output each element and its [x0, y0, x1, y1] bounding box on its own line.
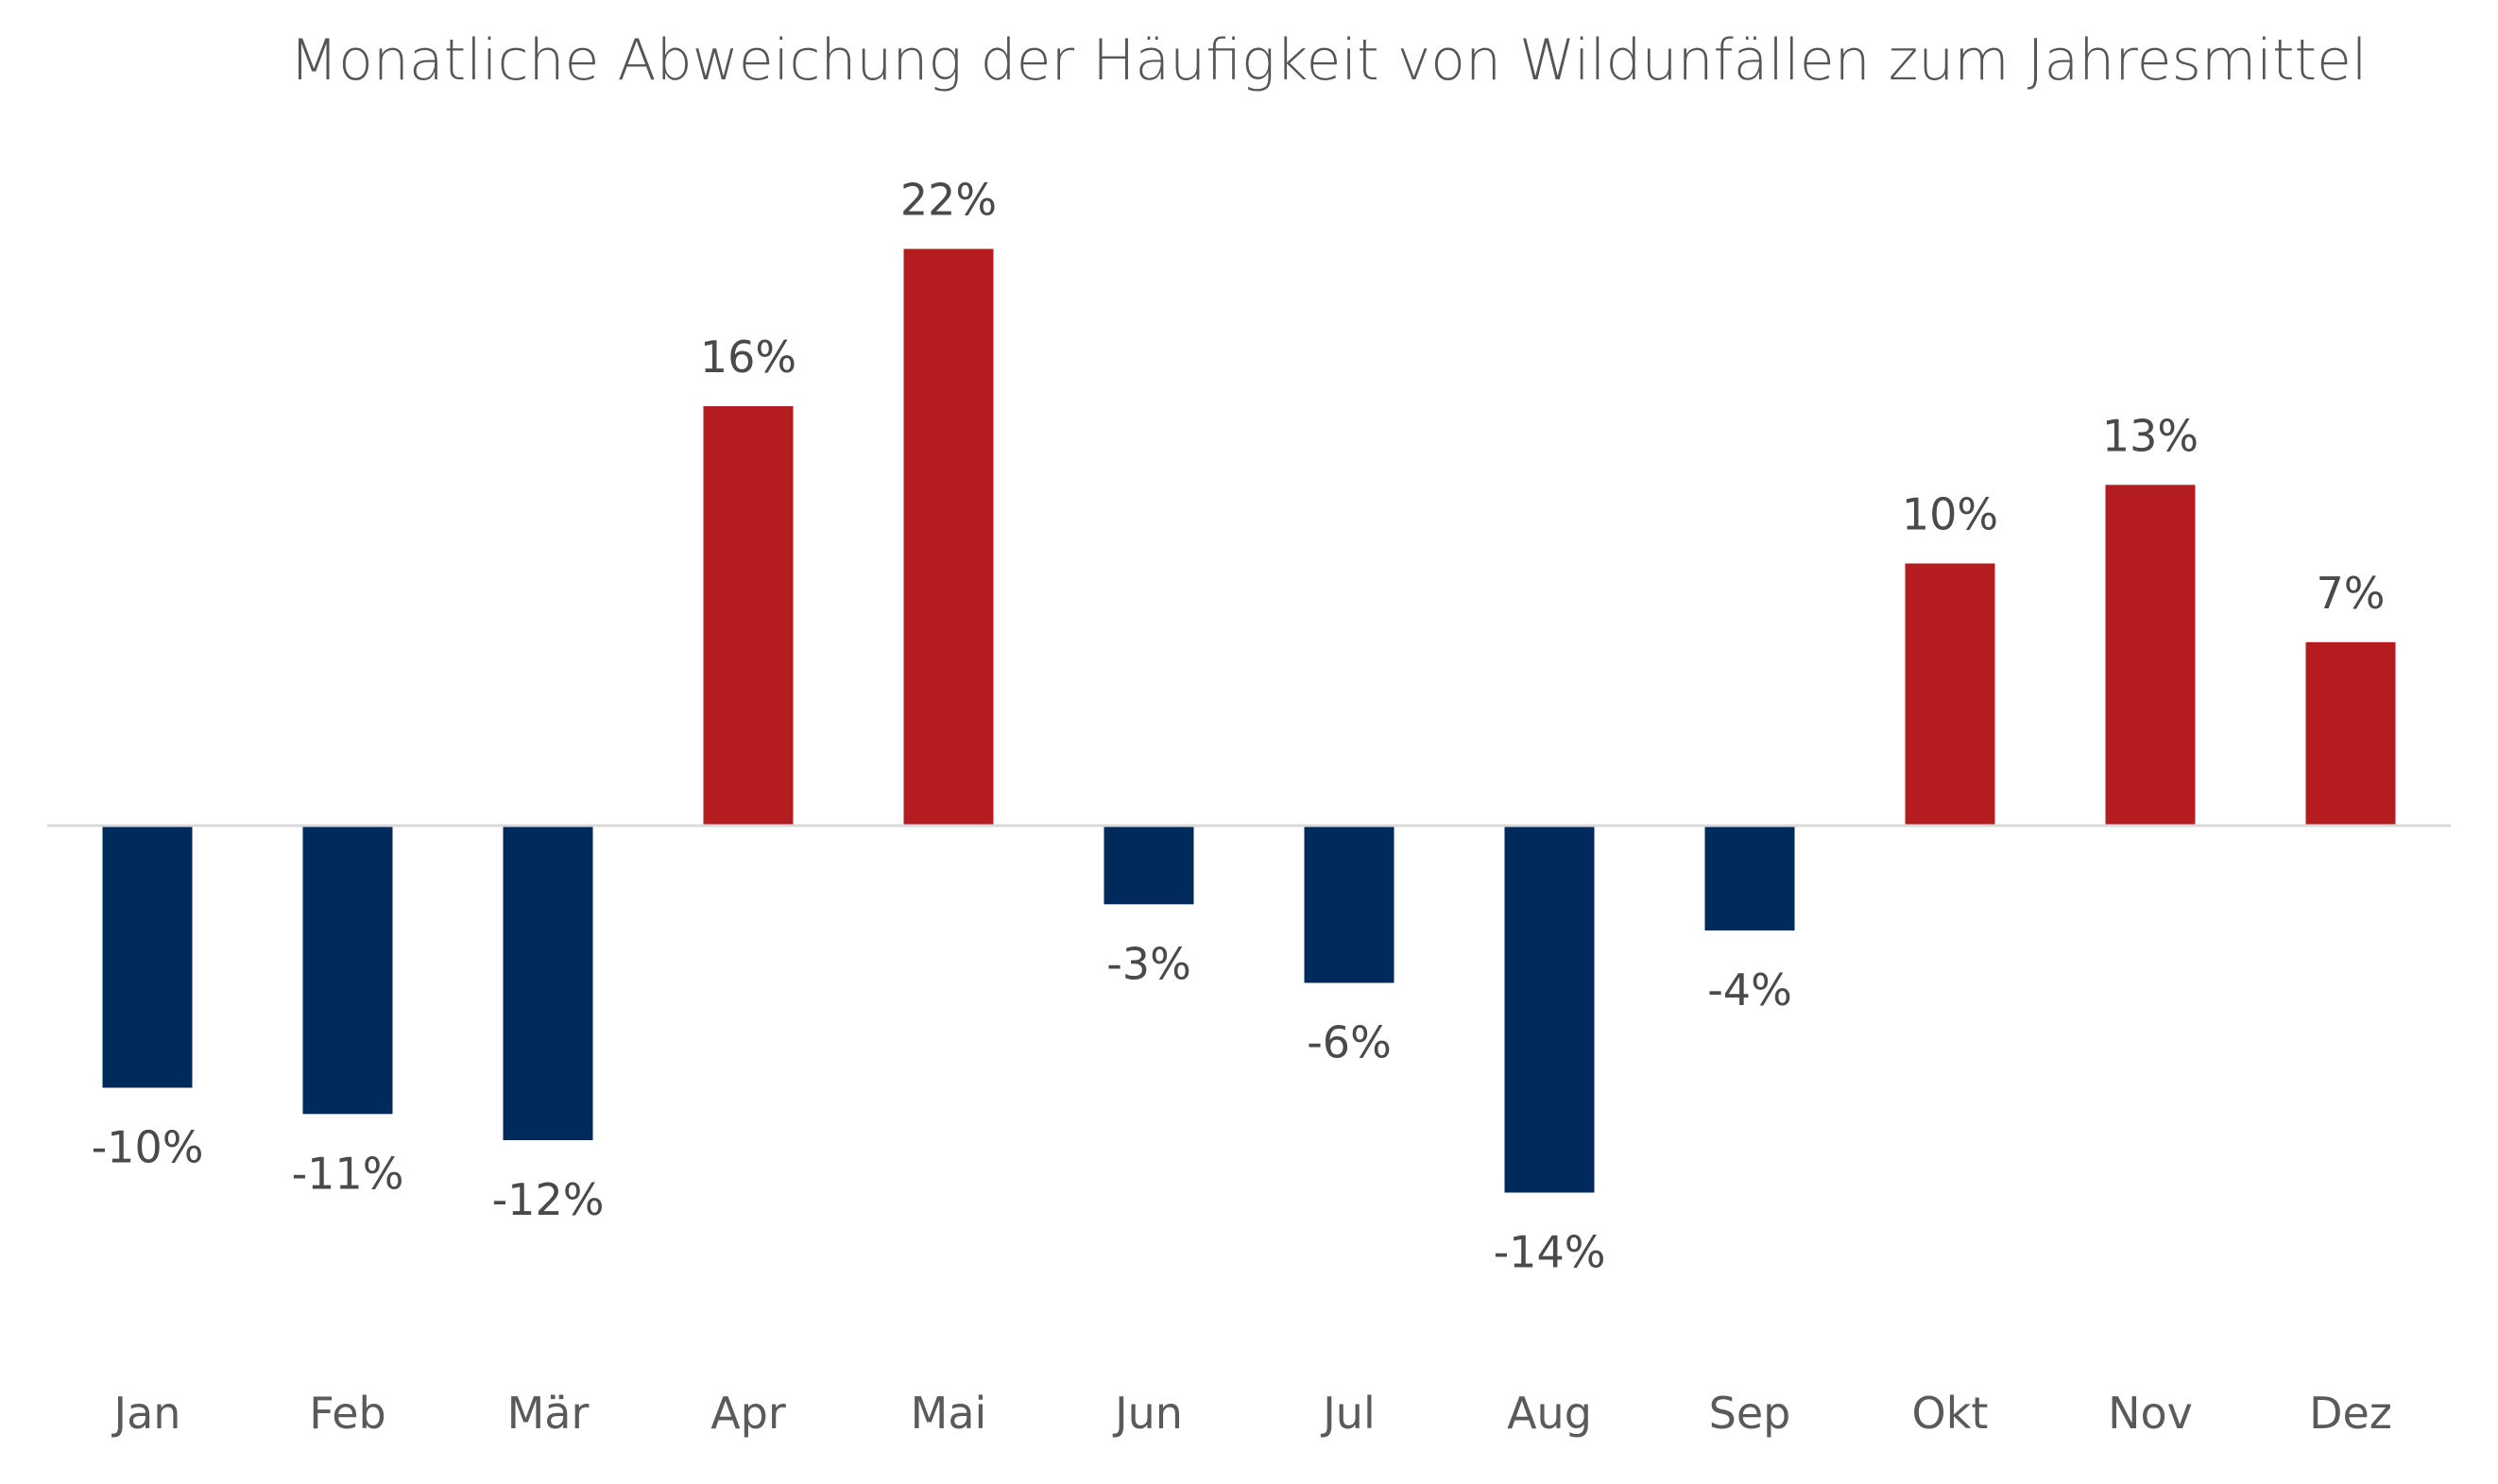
bar-jun — [1104, 826, 1194, 905]
data-label-aug: -14% — [1494, 1227, 1606, 1278]
data-label-jan: -10% — [92, 1122, 204, 1173]
bar-aug — [1504, 826, 1595, 1193]
bar-nov — [2105, 485, 2196, 827]
data-label-mai: 22% — [900, 175, 997, 226]
x-tick-label-sep: Sep — [1709, 1388, 1791, 1439]
data-label-nov: 13% — [2102, 410, 2199, 461]
bar-mär — [503, 826, 593, 1140]
x-tick-label-jul: Jul — [1320, 1388, 1376, 1439]
chart-title: Monatliche Abweichung der Häufigkeit von… — [289, 27, 2367, 94]
data-label-apr: 16% — [700, 332, 796, 383]
bar-jul — [1304, 826, 1394, 983]
bar-apr — [703, 406, 794, 826]
data-labels-group: -10% -11% -12% 16% 22% -3% -6% -14% -4% 10% 13% 7% — [92, 175, 2386, 1278]
x-tick-label-jan: Jan — [111, 1388, 181, 1439]
data-label-sep: -4% — [1707, 964, 1792, 1015]
x-tick-label-feb: Feb — [309, 1388, 385, 1439]
x-tick-label-nov: Nov — [2108, 1388, 2193, 1439]
bar-mai — [903, 248, 994, 826]
x-tick-label-apr: Apr — [710, 1388, 786, 1439]
bars-group — [102, 248, 2396, 1193]
bar-okt — [1905, 563, 1995, 826]
x-tick-label-mai: Mai — [911, 1388, 987, 1439]
x-tick-label-mär: Mär — [507, 1388, 590, 1439]
data-label-jul: -6% — [1307, 1017, 1392, 1068]
x-tick-label-okt: Okt — [1912, 1388, 1989, 1439]
x-tick-label-dez: Dez — [2309, 1388, 2392, 1439]
data-label-jun: -3% — [1106, 938, 1191, 989]
x-tick-label-jun: Jun — [1112, 1388, 1183, 1439]
bar-feb — [302, 826, 393, 1115]
data-label-mär: -12% — [492, 1174, 605, 1225]
bar-sep — [1704, 826, 1795, 930]
x-tick-label-aug: Aug — [1507, 1388, 1592, 1439]
data-label-dez: 7% — [2317, 568, 2386, 619]
data-label-okt: 10% — [1902, 489, 1998, 540]
bar-jan — [102, 826, 193, 1088]
data-label-feb: -11% — [292, 1148, 404, 1199]
x-axis-tick-labels: Jan Feb Mär Apr Mai Jun Jul Aug Sep Okt Nov Dez — [111, 1388, 2392, 1439]
bar-dez — [2305, 641, 2396, 827]
